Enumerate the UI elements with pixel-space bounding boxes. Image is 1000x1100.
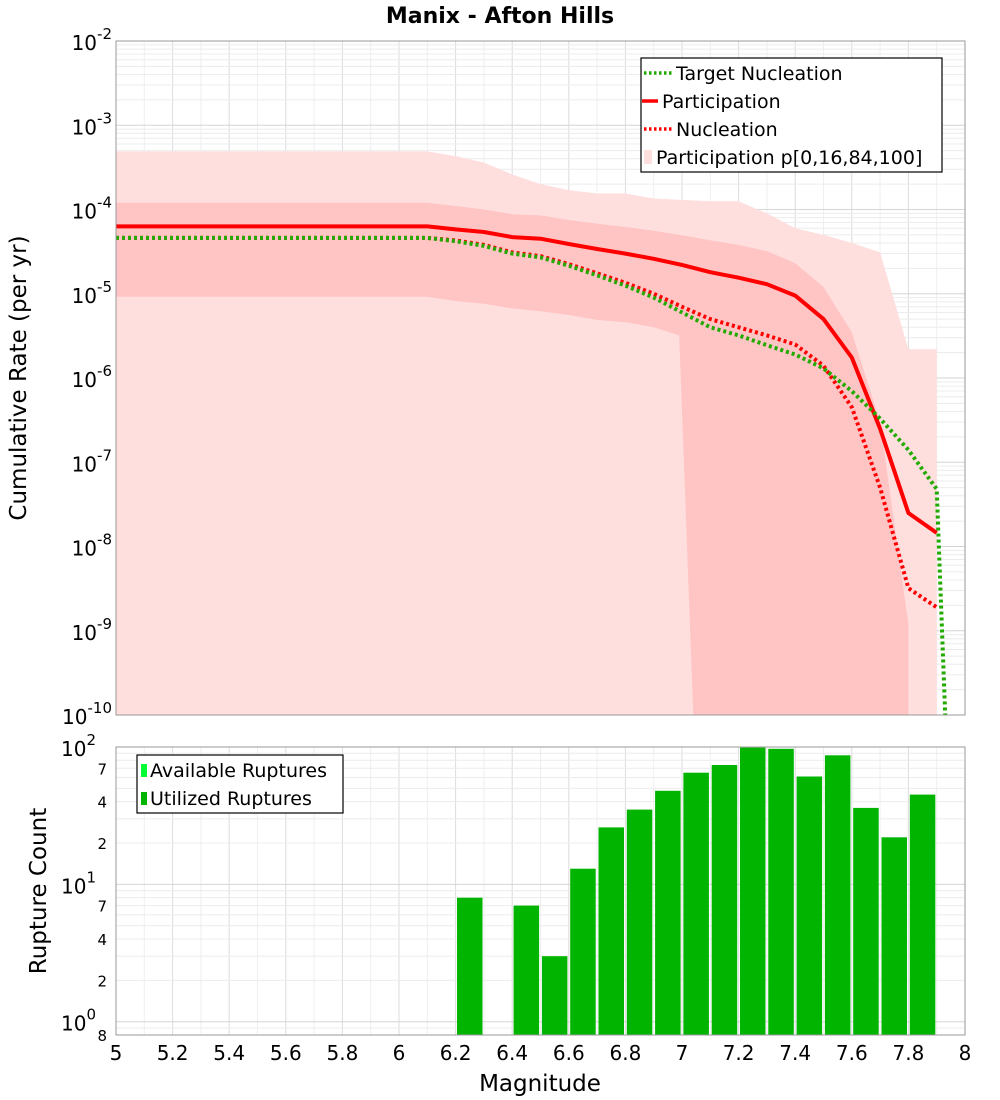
bar-utilized-ruptures — [570, 868, 596, 1035]
y-minor-tick-label: 4 — [97, 794, 107, 812]
bar-utilized-ruptures — [457, 897, 483, 1035]
count-grid — [115, 746, 966, 1036]
bar-utilized-ruptures — [853, 807, 879, 1035]
y-tick-label: 10-3 — [72, 109, 112, 139]
x-tick-label: 5.6 — [270, 1041, 302, 1065]
count-y-axis-label: Rupture Count — [26, 808, 52, 974]
band-p16-p84 — [116, 202, 909, 716]
rate-y-axis-label: Cumulative Rate (per yr) — [6, 235, 32, 520]
bar-utilized-ruptures — [598, 827, 624, 1035]
count-legend: Available Ruptures Utilized Ruptures — [136, 754, 344, 814]
y-minor-tick-label: 2 — [97, 972, 107, 990]
bar-utilized-ruptures — [711, 765, 738, 1035]
series-line-target-nucleation — [116, 235, 948, 716]
y-tick-label: 10-6 — [72, 362, 112, 392]
legend-label-utilized: Utilized Ruptures — [150, 788, 312, 810]
count-y-ticks: 102 101 100 7 4 2 7 4 2 8 — [61, 731, 107, 1045]
count-legend-box — [136, 754, 344, 814]
bar-utilized-ruptures — [824, 755, 851, 1035]
y-tick-label: 10-9 — [72, 615, 112, 645]
x-tick-label: 7 — [676, 1041, 689, 1065]
legend-label-participation: Participation — [662, 91, 781, 113]
y-tick-label: 10-10 — [62, 699, 112, 729]
bar-utilized-ruptures — [513, 905, 540, 1035]
bar-utilized-ruptures — [626, 809, 653, 1035]
legend-swatch-participation-band — [644, 150, 652, 164]
series-line-participation — [116, 224, 938, 535]
bar-utilized-ruptures — [740, 747, 766, 1035]
rate-bands — [116, 151, 937, 716]
bar-utilized-ruptures — [541, 956, 568, 1035]
count-bars — [457, 747, 936, 1035]
x-tick-label: 5.2 — [157, 1041, 189, 1065]
x-tick-label: 7.8 — [892, 1041, 924, 1065]
bar-utilized-ruptures — [655, 790, 681, 1035]
x-tick-label: 7.2 — [723, 1041, 755, 1065]
legend-label-participation-band: Participation p[0,16,84,100] — [656, 147, 922, 169]
y-tick-label: 10-7 — [72, 446, 112, 476]
bar-utilized-ruptures — [683, 772, 709, 1035]
legend-label-nucleation: Nucleation — [676, 119, 778, 141]
x-tick-label: 6.2 — [440, 1041, 472, 1065]
x-tick-label: 6.8 — [609, 1041, 641, 1065]
bar-utilized-ruptures — [881, 837, 907, 1035]
x-tick-label: 5.4 — [213, 1041, 245, 1065]
count-panel: 102 101 100 7 4 2 7 4 2 8 5 5.2 5.4 5.6 5.8 6 6.2 6.4 6.6… — [26, 731, 971, 1097]
chart-title: Manix - Afton Hills — [386, 4, 614, 29]
x-tick-label: 6.4 — [496, 1041, 528, 1065]
rate-panel: 10-2 10-3 10-4 10-5 10-6 10-7 10-8 10-9 10-10 Ma… — [6, 4, 966, 729]
y-tick-label: 10-5 — [72, 278, 112, 308]
legend-label-available: Available Ruptures — [150, 760, 327, 782]
bar-utilized-ruptures — [909, 794, 936, 1035]
legend-swatch-utilized — [141, 792, 147, 805]
x-tick-label: 8 — [959, 1041, 972, 1065]
x-tick-label: 5.8 — [326, 1041, 358, 1065]
bar-utilized-ruptures — [768, 748, 794, 1035]
y-tick-label: 100 — [61, 1006, 96, 1036]
y-tick-label: 10-4 — [72, 194, 112, 224]
rate-lines — [116, 224, 948, 716]
y-tick-label: 10-8 — [72, 531, 112, 561]
x-ticks: 5 5.2 5.4 5.6 5.8 6 6.2 6.4 6.6 6.8 7 7.2 7.4 7.6 7.8 8 — [110, 1041, 972, 1065]
x-tick-label: 6.6 — [553, 1041, 585, 1065]
bar-utilized-ruptures — [796, 776, 823, 1035]
y-minor-tick-label: 8 — [97, 1027, 107, 1045]
y-tick-label: 102 — [61, 731, 96, 761]
legend-label-target-nucleation: Target Nucleation — [675, 63, 843, 85]
rate-plot-frame — [115, 40, 966, 716]
x-tick-label: 6 — [393, 1041, 406, 1065]
count-plot-frame — [115, 746, 966, 1036]
x-tick-label: 7.6 — [836, 1041, 868, 1065]
x-tick-label: 5 — [110, 1041, 123, 1065]
rate-y-ticks: 10-2 10-3 10-4 10-5 10-6 10-7 10-8 10-9 10-10 — [62, 25, 112, 729]
y-tick-label: 10-2 — [72, 25, 112, 55]
x-tick-label: 7.4 — [779, 1041, 811, 1065]
y-minor-tick-label: 2 — [97, 835, 107, 853]
x-axis-label: Magnitude — [479, 1071, 601, 1097]
rate-legend-box — [640, 57, 943, 173]
rate-legend: Target Nucleation Participation Nucleati… — [640, 57, 943, 173]
y-minor-tick-label: 4 — [97, 931, 107, 949]
y-tick-label: 101 — [61, 868, 96, 898]
y-minor-tick-label: 7 — [97, 898, 107, 916]
legend-swatch-available — [141, 764, 147, 777]
y-minor-tick-label: 7 — [97, 760, 107, 778]
